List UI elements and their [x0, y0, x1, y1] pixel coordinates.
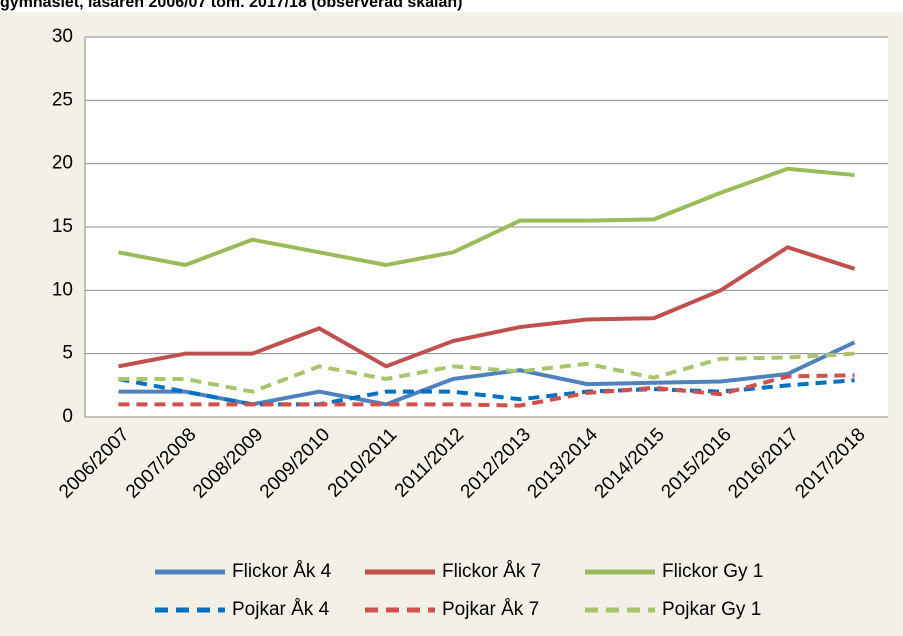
series-line [118, 373, 855, 408]
y-tick-label: 25 [52, 89, 73, 110]
legend-label: Flickor Åk 4 [232, 561, 332, 582]
series-line [118, 340, 856, 407]
series-line [118, 166, 855, 268]
legend-label: Flickor Åk 7 [442, 561, 541, 582]
y-tick-label: 0 [62, 406, 73, 427]
series-line [118, 245, 856, 369]
chart-title: gymnasiet, läsåren 2006/07 tom. 2017/18 … [0, 0, 462, 11]
legend-label: Pojkar Gy 1 [662, 599, 761, 620]
legend-label: Pojkar Åk 4 [232, 599, 330, 620]
y-tick-label: 20 [52, 153, 73, 174]
legend-label: Pojkar Åk 7 [442, 599, 539, 620]
y-tick-label: 10 [52, 279, 73, 300]
legend-label: Flickor Gy 1 [662, 561, 763, 582]
y-tick-label: 30 [52, 26, 73, 47]
y-tick-label: 5 [62, 343, 73, 364]
y-tick-label: 15 [52, 216, 73, 237]
